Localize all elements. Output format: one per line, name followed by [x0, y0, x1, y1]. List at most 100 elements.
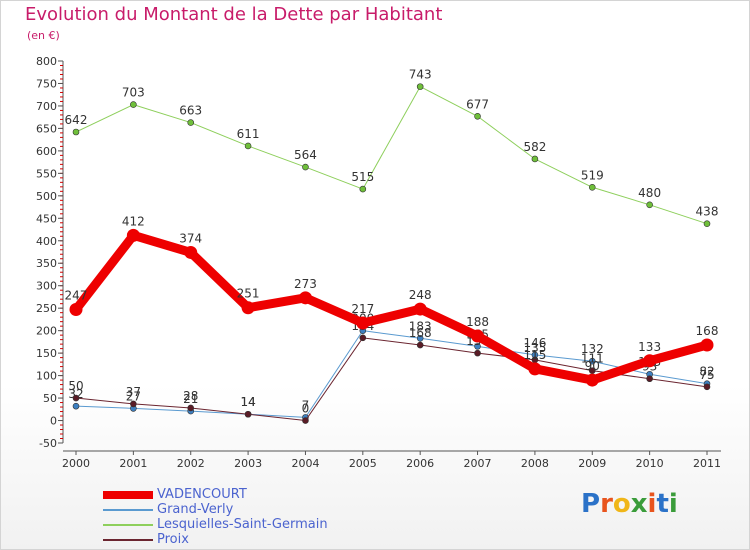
- proxiti-logo: Proxiti: [581, 489, 678, 519]
- data-label-vadencourt: 248: [409, 288, 432, 302]
- data-label-grand-verly: 32: [68, 387, 83, 401]
- data-point-proix: [244, 410, 252, 418]
- data-label-vadencourt: 217: [351, 302, 374, 316]
- data-label-vadencourt: 188: [466, 315, 489, 329]
- data-label-lesquielles-saint-germain: 703: [122, 86, 145, 100]
- y-tick-label: 600: [36, 145, 57, 158]
- data-label-grand-verly: 132: [581, 342, 604, 356]
- data-point-lesquielles-saint-germain: [302, 163, 309, 171]
- data-point-lesquielles-saint-germain: [703, 220, 711, 227]
- data-point-lesquielles-saint-germain: [588, 183, 596, 191]
- x-tick-label: 2001: [119, 457, 147, 470]
- data-label-lesquielles-saint-germain: 564: [294, 148, 317, 162]
- y-tick-label: 350: [36, 257, 57, 270]
- data-point-proix: [130, 400, 137, 408]
- data-point-lesquielles-saint-germain: [244, 142, 252, 150]
- data-label-grand-verly: 7: [302, 398, 310, 412]
- data-label-proix: 14: [240, 395, 255, 409]
- data-label-lesquielles-saint-germain: 611: [237, 127, 260, 141]
- legend-label: Grand-Verly: [157, 502, 234, 517]
- series-line-lesquielles-saint-germain: [75, 86, 708, 225]
- data-point-vadencourt: [298, 291, 312, 305]
- legend-item: Proix: [103, 532, 328, 547]
- legend-item: VADENCOURT: [103, 487, 328, 502]
- y-tick-label: 700: [36, 100, 57, 113]
- data-label-proix: 75: [699, 368, 714, 382]
- data-label-vadencourt: 168: [696, 324, 719, 338]
- y-tick-label: 500: [36, 190, 57, 203]
- data-label-lesquielles-saint-germain: 642: [65, 113, 88, 127]
- y-tick-label: 100: [36, 370, 57, 383]
- data-label-proix: 50: [68, 379, 83, 393]
- y-tick-label: -50: [39, 437, 57, 450]
- data-label-lesquielles-saint-germain: 480: [638, 186, 661, 200]
- data-label-vadencourt: 133: [638, 340, 661, 354]
- data-point-proix: [72, 394, 80, 402]
- data-point-grand-verly: [588, 357, 596, 365]
- y-tick-label: 150: [36, 347, 57, 360]
- data-label-proix: 0: [302, 402, 310, 416]
- logo-letter: r: [600, 489, 613, 519]
- data-label-proix: 37: [126, 385, 141, 399]
- data-point-proix: [416, 341, 424, 349]
- data-label-vadencourt: 273: [294, 277, 317, 291]
- data-label-vadencourt: 251: [237, 287, 260, 301]
- data-label-vadencourt: 247: [65, 289, 88, 303]
- data-point-vadencourt: [528, 362, 542, 376]
- data-point-lesquielles-saint-germain: [187, 119, 195, 126]
- y-tick-label: 550: [36, 167, 57, 180]
- x-tick-label: 2009: [578, 457, 606, 470]
- data-point-proix: [302, 417, 309, 424]
- data-point-vadencourt: [356, 316, 370, 330]
- logo-letter: t: [656, 489, 669, 519]
- x-tick-label: 2000: [62, 457, 90, 470]
- data-point-vadencourt: [184, 245, 198, 259]
- y-tick-label: 300: [36, 280, 57, 293]
- chart-legend: VADENCOURT Grand-Verly Lesquielles-Saint-G…: [103, 487, 328, 547]
- data-point-proix: [359, 334, 367, 342]
- legend-swatch: [103, 523, 153, 526]
- legend-swatch: [103, 490, 153, 499]
- y-tick-label: 800: [36, 55, 57, 68]
- data-label-grand-verly: 21: [183, 392, 198, 406]
- logo-letter: i: [647, 489, 657, 519]
- y-tick-label: 400: [36, 235, 57, 248]
- data-point-lesquielles-saint-germain: [474, 112, 481, 120]
- data-label-grand-verly: 14: [240, 395, 255, 409]
- data-point-vadencourt: [413, 302, 427, 316]
- y-tick-label: 650: [36, 122, 57, 135]
- x-tick-label: 2011: [693, 457, 721, 470]
- data-label-proix: 168: [409, 326, 432, 340]
- data-point-grand-verly: [474, 343, 481, 350]
- data-point-lesquielles-saint-germain: [72, 128, 80, 136]
- data-point-proix: [703, 383, 711, 391]
- legend-label: Lesquielles-Saint-Germain: [157, 517, 328, 532]
- data-label-lesquielles-saint-germain: 663: [179, 104, 202, 118]
- data-label-lesquielles-saint-germain: 438: [696, 205, 719, 219]
- data-point-lesquielles-saint-germain: [646, 201, 653, 209]
- legend-label: Proix: [157, 532, 189, 547]
- x-tick-label: 2008: [521, 457, 549, 470]
- data-label-proix: 111: [581, 352, 604, 366]
- data-point-lesquielles-saint-germain: [416, 83, 424, 90]
- logo-letter: o: [612, 489, 631, 519]
- data-point-grand-verly: [416, 334, 424, 342]
- x-tick-label: 2010: [636, 457, 664, 470]
- logo-letter: x: [630, 489, 648, 519]
- logo-letter: i: [668, 489, 678, 519]
- data-label-vadencourt: 90: [585, 359, 600, 373]
- data-label-lesquielles-saint-germain: 743: [409, 68, 432, 82]
- data-point-proix: [474, 349, 481, 357]
- legend-swatch: [103, 508, 153, 511]
- y-tick-label: 200: [36, 325, 57, 338]
- legend-label: VADENCOURT: [157, 487, 247, 502]
- legend-item: Grand-Verly: [103, 502, 328, 517]
- data-point-grand-verly: [72, 402, 80, 410]
- data-label-grand-verly: 183: [409, 319, 432, 333]
- data-point-lesquielles-saint-germain: [359, 185, 367, 193]
- data-point-vadencourt: [126, 228, 140, 242]
- data-point-lesquielles-saint-germain: [531, 155, 539, 163]
- chart-subtitle: (en €): [27, 29, 60, 42]
- x-tick-label: 2004: [291, 457, 319, 470]
